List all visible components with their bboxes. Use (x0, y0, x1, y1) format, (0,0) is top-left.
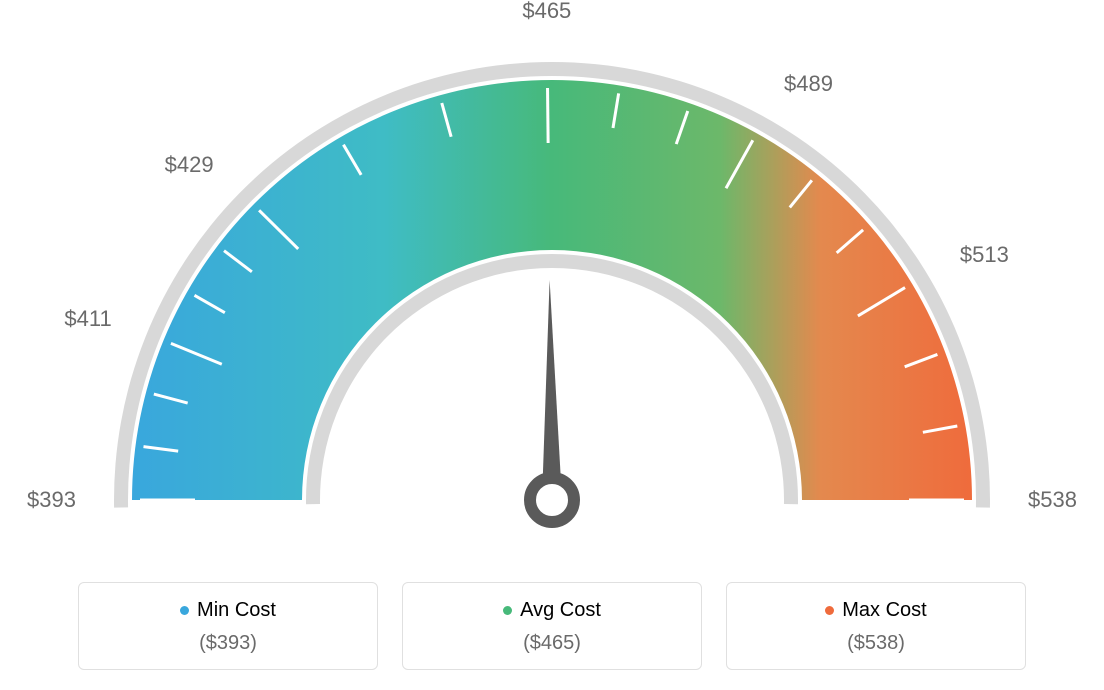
legend-dot-avg (503, 606, 512, 615)
legend-card-avg: Avg Cost ($465) (402, 582, 702, 670)
gauge-tick-label: $489 (784, 71, 833, 97)
gauge-tick-major (548, 88, 549, 143)
legend-row: Min Cost ($393) Avg Cost ($465) Max Cost… (0, 582, 1104, 670)
gauge-area: $393 $411 $429 $465 $489 $513 $538 (0, 0, 1104, 560)
legend-label-avg: Avg Cost (520, 599, 601, 622)
legend-dot-max (825, 606, 834, 615)
legend-title-avg: Avg Cost (503, 599, 601, 622)
legend-label-max: Max Cost (842, 599, 926, 622)
gauge-tick-label: $538 (1028, 487, 1077, 513)
gauge-needle-hub (530, 478, 574, 522)
legend-value-avg: ($465) (415, 632, 689, 655)
gauge-tick-label: $411 (64, 306, 111, 332)
gauge-svg (52, 30, 1052, 590)
gauge-chart-container: $393 $411 $429 $465 $489 $513 $538 Min Cost ($… (0, 0, 1104, 690)
gauge-tick-label: $393 (27, 487, 76, 513)
gauge-needle (542, 280, 562, 500)
legend-value-max: ($538) (739, 632, 1013, 655)
legend-title-min: Min Cost (180, 599, 276, 622)
legend-card-max: Max Cost ($538) (726, 582, 1026, 670)
legend-dot-min (180, 606, 189, 615)
legend-value-min: ($393) (91, 632, 365, 655)
gauge-tick-label: $465 (522, 0, 571, 24)
legend-label-min: Min Cost (197, 599, 276, 622)
gauge-tick-label: $429 (165, 152, 214, 178)
legend-card-min: Min Cost ($393) (78, 582, 378, 670)
gauge-tick-label: $513 (960, 242, 1009, 268)
legend-title-max: Max Cost (825, 599, 926, 622)
